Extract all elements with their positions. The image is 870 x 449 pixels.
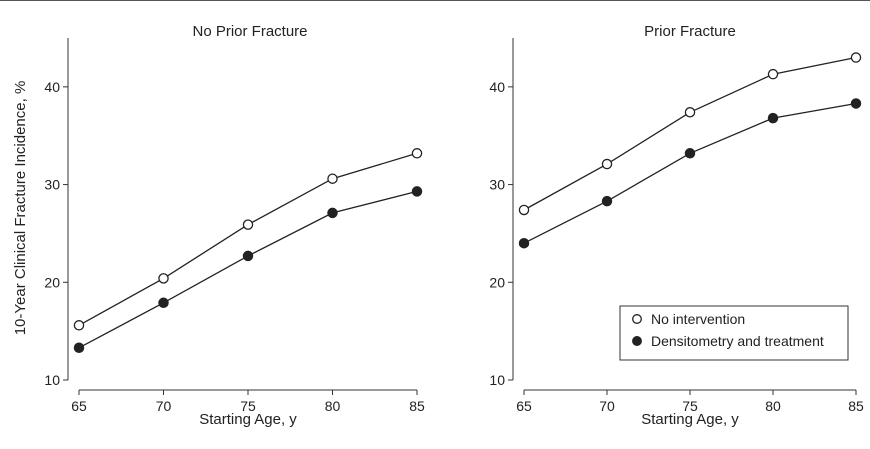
panel-prior-fracture: Prior Fracture Starting Age, y 10 20 30 40 6… [489,23,864,428]
series-line-no-intervention [78,152,418,326]
y-tick-label: 30 [44,177,60,193]
legend: No intervention Densitometry and treatme… [619,305,849,361]
x-axis-label: Starting Age, y [641,411,739,428]
data-point-densitometry-and-treatment [767,112,779,124]
x-tick-label: 70 [599,398,615,414]
y-axis-label: 10-Year Clinical Fracture Incidence, % [12,81,29,336]
data-point-densitometry-and-treatment [601,195,613,207]
legend-label-densitometry-and-treatment: Densitometry and treatment [651,333,824,349]
data-point-no-intervention [767,68,779,80]
series-line-densitometry-and-treatment [523,102,857,244]
y-tick-label: 30 [489,177,505,193]
data-point-densitometry-and-treatment [411,186,423,197]
y-tick-label: 10 [44,372,60,388]
x-tick-label: 65 [516,398,532,414]
y-tick-label: 20 [489,274,505,290]
data-point-no-intervention [158,273,169,284]
legend-box [619,305,849,361]
x-tick-label: 85 [409,398,425,414]
data-point-no-intervention [684,107,696,118]
x-tick-label: 80 [765,398,781,414]
y-tick-label: 40 [489,79,505,95]
data-point-densitometry-and-treatment [158,297,169,309]
x-tick-label: 75 [240,398,256,414]
legend-marker-no-intervention [632,314,642,324]
x-tick-label: 75 [682,398,698,414]
panel-title: No Prior Fracture [192,23,307,40]
series-line-densitometry-and-treatment [78,190,418,349]
legend-marker-densitometry-and-treatment [632,336,642,346]
series-line-no-intervention [523,56,857,211]
data-point-no-intervention [327,173,338,184]
x-tick-label: 85 [848,398,864,414]
data-point-no-intervention [850,52,862,63]
data-point-no-intervention [242,219,254,230]
data-point-no-intervention [601,158,613,170]
data-point-densitometry-and-treatment [327,207,338,219]
panel-no-prior-fracture: No Prior Fracture Starting Age, y 10 20 30… [44,23,425,428]
data-point-no-intervention [411,148,423,159]
data-point-no-intervention [518,204,530,216]
x-tick-label: 65 [71,398,87,414]
data-point-no-intervention [73,320,85,331]
panel-title: Prior Fracture [644,23,736,40]
x-tick-label: 80 [325,398,341,414]
data-point-densitometry-and-treatment [518,237,530,249]
legend-label-no-intervention: No intervention [651,311,745,327]
data-point-densitometry-and-treatment [684,148,696,159]
x-axis-label: Starting Age, y [199,411,297,428]
data-point-densitometry-and-treatment [73,342,85,354]
y-tick-label: 40 [44,79,60,95]
data-point-densitometry-and-treatment [850,98,862,109]
y-tick-label: 10 [489,372,505,388]
y-tick-label: 20 [44,274,60,290]
x-tick-label: 70 [156,398,172,414]
data-point-densitometry-and-treatment [242,250,254,262]
